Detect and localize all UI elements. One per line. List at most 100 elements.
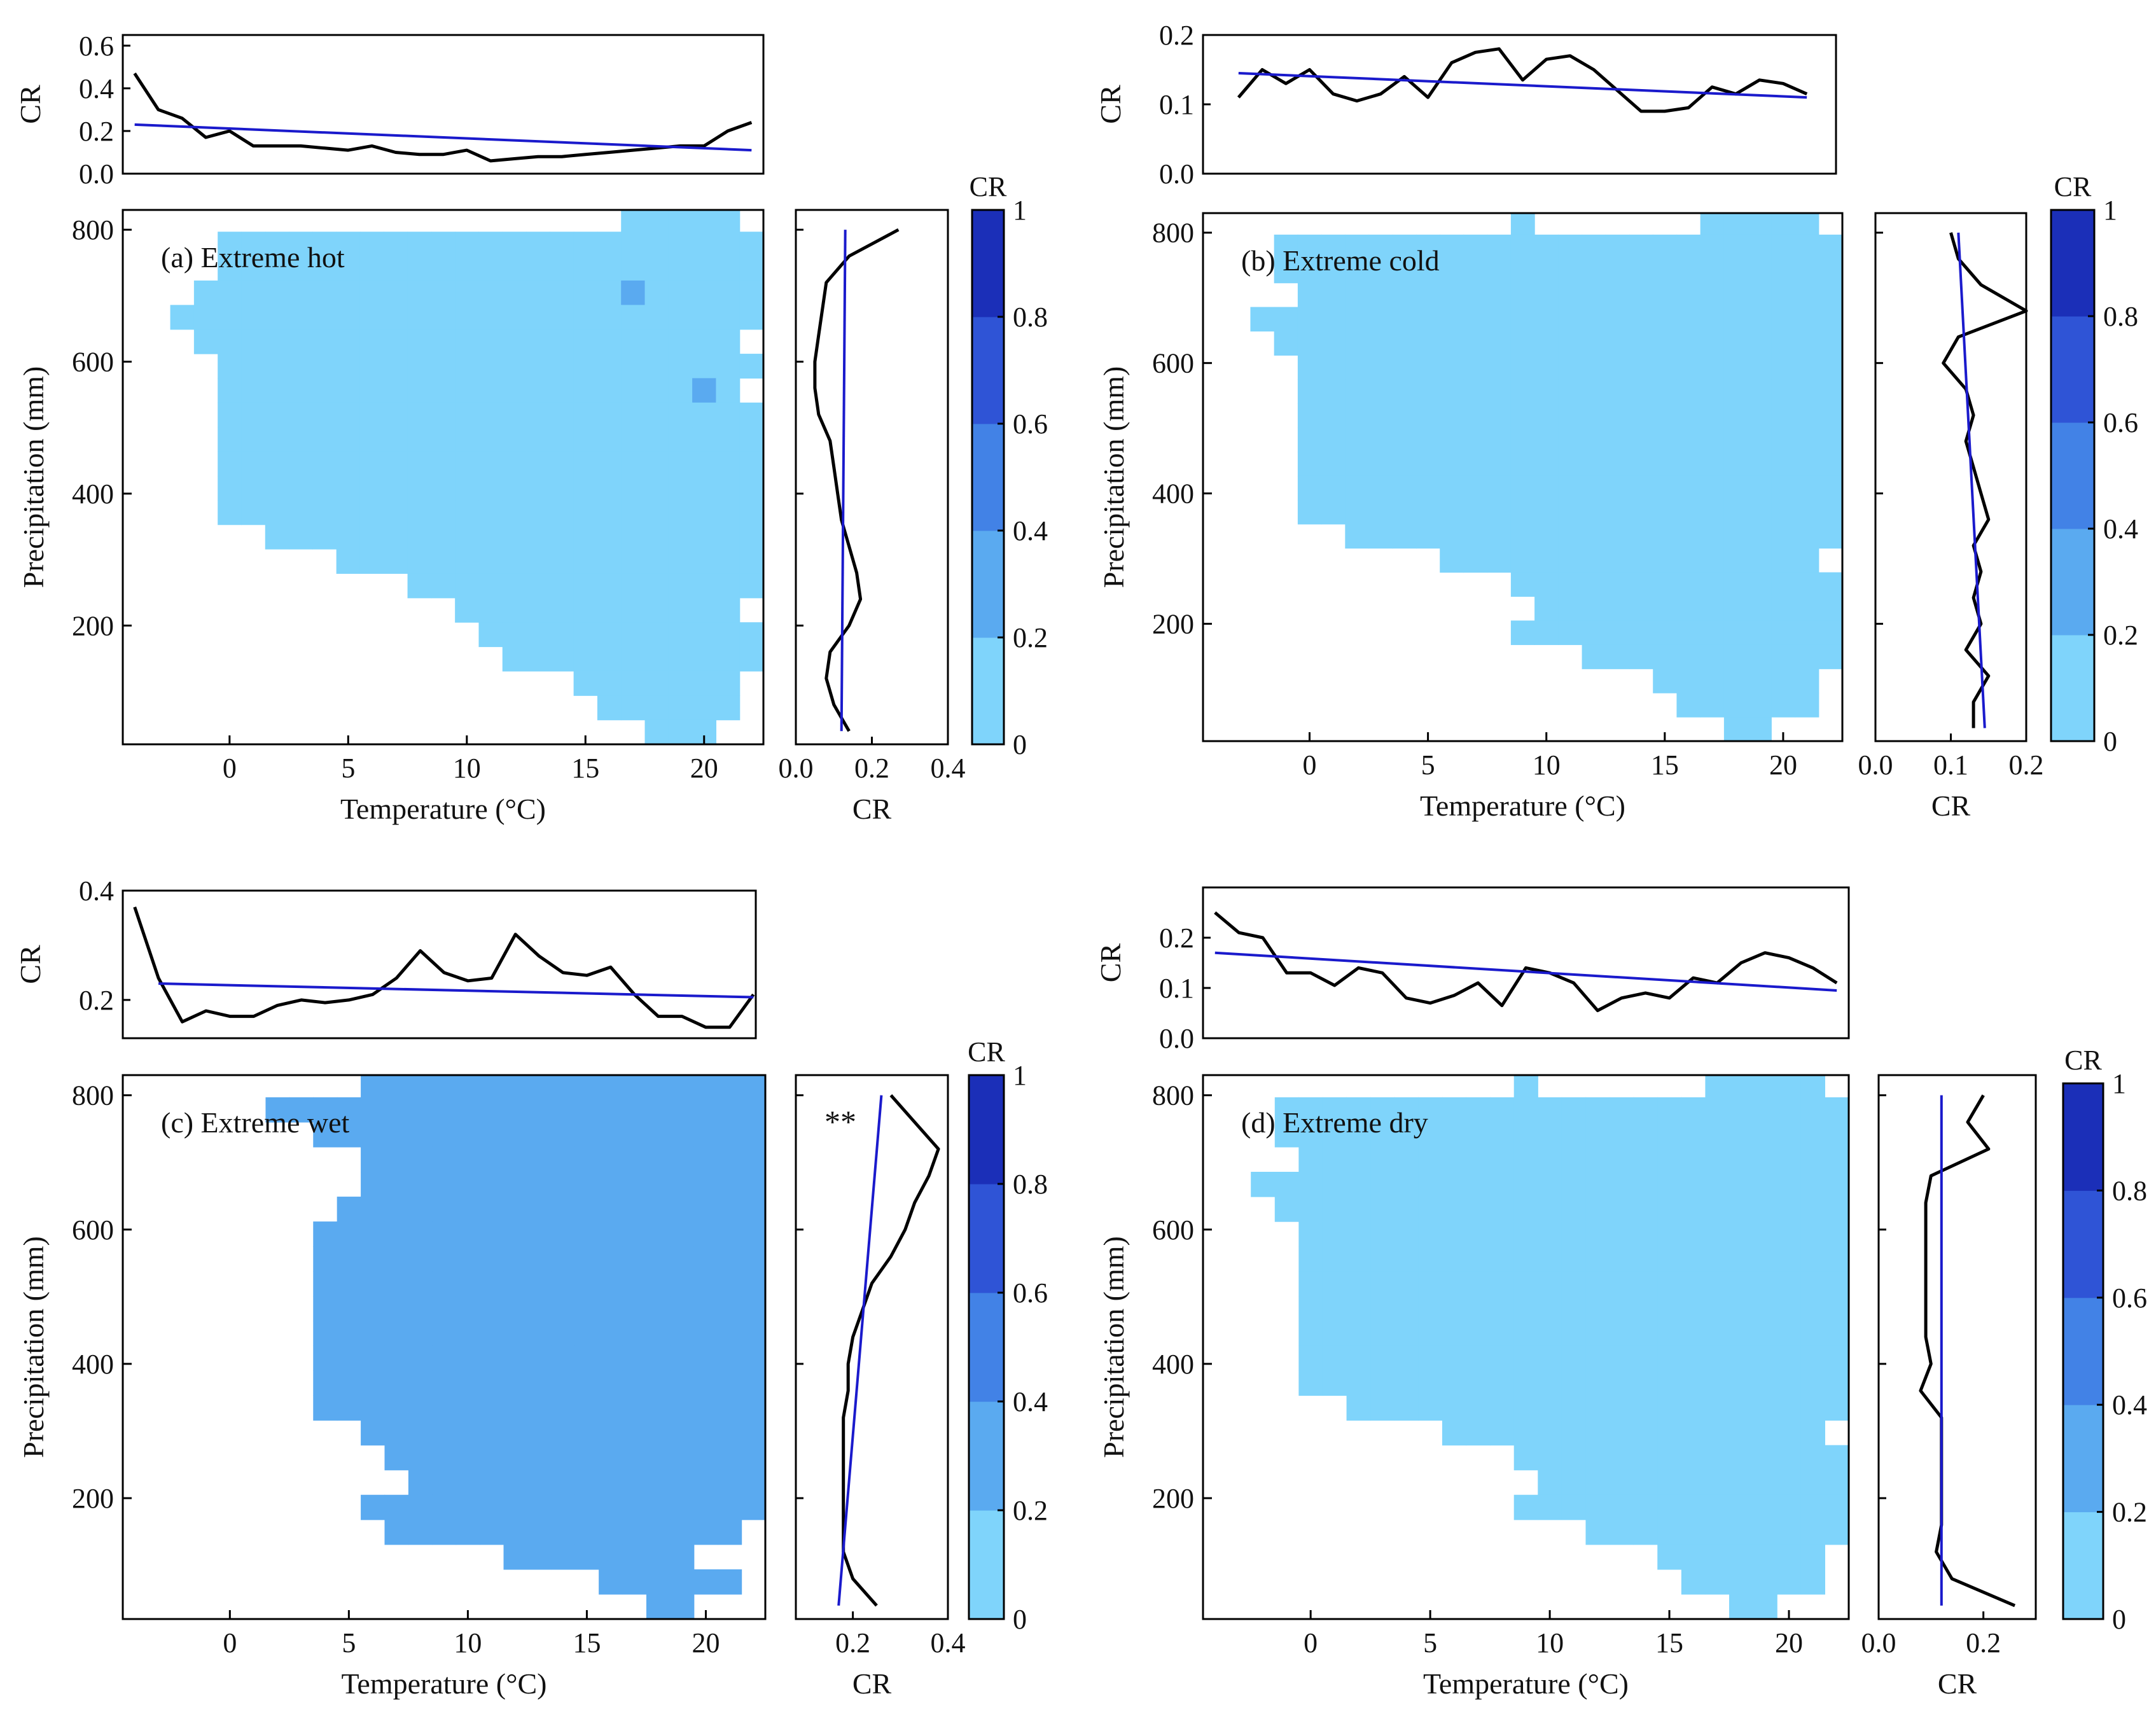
heatmap-cell	[644, 573, 669, 599]
heatmap-cell	[622, 1519, 647, 1545]
heatmap-cell	[1510, 428, 1535, 452]
heatmap-cell	[1657, 1197, 1682, 1222]
heatmap-cell	[480, 1494, 504, 1520]
heatmap-cell	[384, 1172, 409, 1197]
heatmap-cell	[384, 1221, 409, 1247]
heatmap-cell	[1513, 1122, 1538, 1148]
heatmap-cell	[480, 1321, 504, 1346]
heatmap-cell	[1513, 1097, 1538, 1123]
heatmap-cell	[716, 280, 741, 305]
heatmap-cell	[1585, 1470, 1610, 1496]
heatmap-cell	[692, 210, 717, 232]
heatmap-cell	[1729, 1321, 1754, 1346]
heatmap-cell	[1418, 1246, 1443, 1272]
heatmap-cell	[1723, 452, 1748, 476]
heatmap-cell	[1676, 428, 1701, 452]
heatmap-cell	[1771, 331, 1796, 356]
heatmap-cell	[644, 719, 669, 745]
heatmap-cell	[1705, 1470, 1730, 1496]
heatmap-cell	[621, 597, 646, 623]
heatmap-cell	[407, 524, 432, 550]
heatmap-cell	[526, 500, 550, 525]
heatmap-cell	[1558, 452, 1583, 476]
heatmap-cell	[1442, 1395, 1467, 1421]
heatmap-cell	[1700, 596, 1725, 622]
heatmap-cell	[1370, 1296, 1395, 1321]
side-x-axis-label: CR	[1931, 789, 1971, 822]
heatmap-cell	[1771, 428, 1796, 452]
heatmap-cell	[670, 1246, 695, 1272]
heatmap-cell	[361, 1075, 386, 1098]
heatmap-cell	[289, 232, 313, 257]
heatmap-cell	[407, 232, 432, 257]
heatmap-cell	[312, 378, 337, 403]
heatmap-cell	[646, 1172, 671, 1197]
heatmap-cell	[1490, 1097, 1515, 1123]
heatmap-cell	[1440, 379, 1464, 404]
heatmap-cell	[480, 1519, 504, 1545]
heatmap-cell	[1490, 1321, 1515, 1346]
heatmap-cell	[670, 1271, 695, 1296]
heatmap-cell	[1274, 234, 1298, 260]
top-profile-curve	[1237, 47, 1808, 113]
heatmap-cell	[1322, 1097, 1347, 1123]
heatmap-cell	[1605, 379, 1630, 404]
heatmap-cell	[1629, 355, 1653, 380]
heatmap-cell	[668, 210, 693, 232]
heatmap-cell	[1534, 307, 1559, 332]
x-tick-label: 5	[1421, 749, 1435, 781]
heatmap-cell	[1633, 1420, 1658, 1446]
top-y-tick-label: 0.0	[1159, 158, 1194, 190]
heatmap-cell	[1676, 548, 1701, 573]
heatmap-cell	[550, 378, 574, 403]
heatmap-cell	[1723, 475, 1748, 501]
heatmap-cell	[692, 280, 717, 305]
heatmap-cell	[1771, 669, 1796, 693]
heatmap-cell	[526, 622, 550, 648]
heatmap-cell	[432, 1146, 457, 1172]
heatmap-cell	[1394, 1172, 1419, 1197]
heatmap-cell	[670, 1172, 695, 1197]
heatmap-cell	[644, 402, 669, 428]
heatmap-cell	[1700, 548, 1725, 573]
heatmap-cell	[502, 573, 527, 599]
heatmap-cell	[693, 1197, 718, 1222]
heatmap-cell	[503, 1271, 528, 1296]
heatmap-cell	[336, 402, 361, 428]
heatmap-cell	[526, 354, 550, 379]
heatmap-cell	[550, 475, 574, 501]
heatmap-cell	[1700, 403, 1725, 428]
heatmap-cell	[551, 1544, 576, 1570]
heatmap-cell	[741, 1420, 766, 1446]
y-axis-label: Precipitation (mm)	[1097, 1236, 1130, 1458]
heatmap-cell	[1418, 1370, 1443, 1396]
heatmap-cell	[1795, 620, 1819, 645]
heatmap-cell	[1585, 1172, 1610, 1197]
heatmap-cell	[670, 1345, 695, 1372]
heatmap-cell	[1321, 499, 1346, 525]
heatmap-cell	[1753, 1097, 1777, 1123]
y-tick-label: 200	[1152, 1483, 1194, 1514]
heatmap-cell	[289, 524, 313, 550]
heatmap-cell	[432, 1345, 457, 1372]
heatmap-cell	[1538, 1197, 1562, 1222]
heatmap-cell	[1657, 1321, 1682, 1346]
heatmap-cell	[313, 1122, 338, 1148]
heatmap-cell	[1368, 234, 1393, 260]
colorbar-frame	[971, 209, 1005, 746]
heatmap-cell	[1676, 475, 1701, 501]
heatmap-cell	[718, 1246, 742, 1272]
heatmap-cell	[431, 573, 456, 599]
heatmap-cell	[551, 1146, 576, 1172]
heatmap-cell	[1510, 355, 1535, 380]
heatmap-cell	[478, 451, 503, 476]
heatmap-cell	[1298, 1122, 1323, 1148]
heatmap-cell	[1818, 524, 1843, 549]
heatmap-cell	[1825, 1321, 1849, 1346]
heatmap-cell	[1297, 307, 1322, 332]
heatmap-cell	[1705, 1544, 1730, 1570]
heatmap-cell	[668, 232, 693, 257]
heatmap-cell	[1394, 1221, 1419, 1247]
heatmap-cell	[241, 427, 266, 452]
